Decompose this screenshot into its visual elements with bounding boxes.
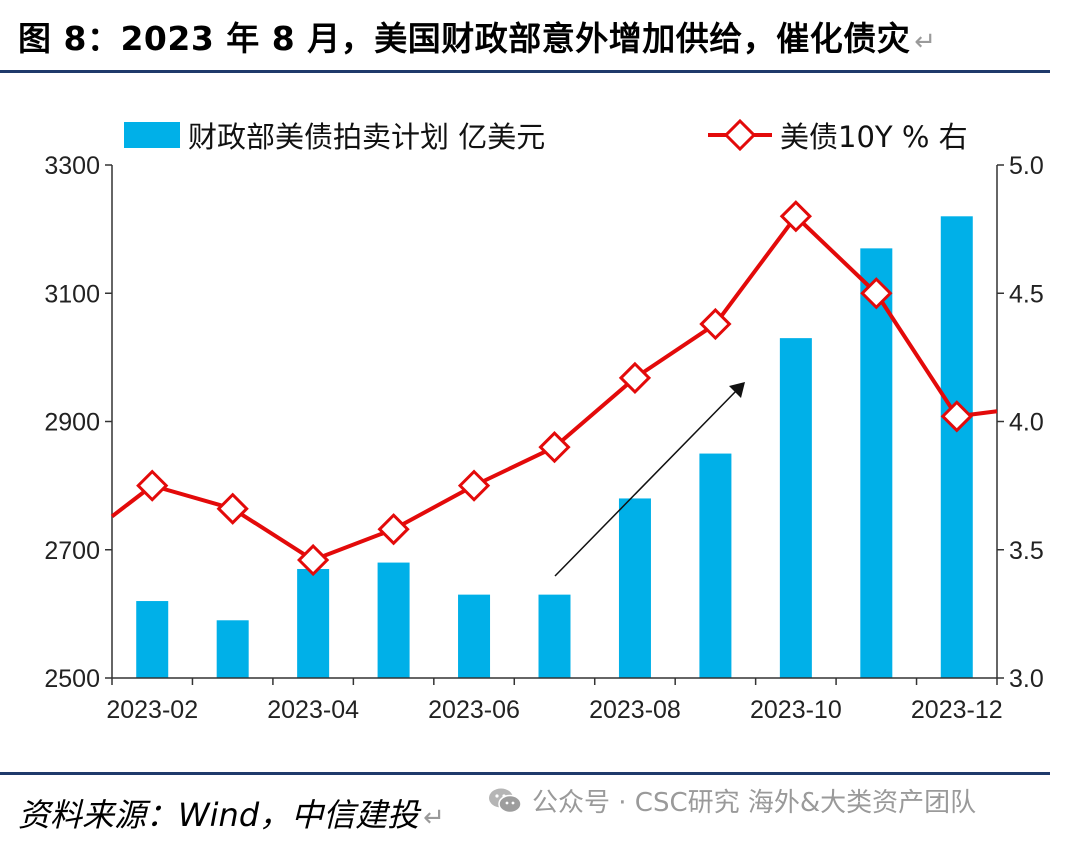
y-right-tick-label: 4.5 <box>1009 280 1044 308</box>
y-left-tick-label: 2700 <box>44 537 100 565</box>
legend-line-marker <box>723 118 757 152</box>
return-arrow-icon: ↵ <box>423 803 445 833</box>
figure-title-text: 图 8：2023 年 8 月，美国财政部意外增加供给，催化债灾 <box>18 19 911 58</box>
return-arrow-icon: ↵ <box>914 27 937 57</box>
line-marker <box>699 307 732 341</box>
line-marker <box>860 277 893 310</box>
bar <box>538 594 571 678</box>
x-tick-label: 2023-08 <box>589 696 681 724</box>
line-marker <box>538 431 571 464</box>
footer-divider <box>0 772 1050 775</box>
legend-bar-label: 财政部美债拍卖计划 亿美元 <box>188 120 545 154</box>
y-left-tick-label: 3100 <box>44 280 100 308</box>
y-left-tick-label: 2900 <box>44 409 100 437</box>
source-text: 资料来源：Wind，中信建投 <box>18 796 420 834</box>
bar <box>216 620 249 678</box>
y-right-tick-label: 4.0 <box>1009 409 1044 437</box>
bar <box>940 216 973 679</box>
x-tick-label: 2023-10 <box>750 696 842 724</box>
line-marker <box>457 469 491 502</box>
line-marker <box>297 543 330 577</box>
legend-bar-swatch <box>124 122 180 148</box>
wechat-icon <box>488 787 522 815</box>
bar <box>699 453 732 678</box>
bar <box>297 568 330 678</box>
x-tick-label: 2023-06 <box>428 696 520 724</box>
watermark-text: 公众号 · CSC研究 海外&大类资产团队 <box>532 788 977 818</box>
y-left-tick-label: 2500 <box>44 665 100 693</box>
bar <box>779 338 812 678</box>
watermark: 公众号 · CSC研究 海外&大类资产团队 <box>488 782 976 819</box>
x-tick-label: 2023-04 <box>267 696 359 724</box>
trend-arrow-line <box>554 388 739 577</box>
line-marker <box>779 200 812 233</box>
y-right-tick-label: 3.5 <box>1009 537 1044 565</box>
line-marker <box>216 492 249 525</box>
line-marker <box>136 469 169 502</box>
bar <box>458 594 491 678</box>
legend-line-label: 美债10Y % 右 <box>780 120 968 154</box>
x-tick-label: 2023-12 <box>911 696 1003 724</box>
line-marker <box>377 513 410 546</box>
bar <box>860 248 893 679</box>
bar <box>136 601 169 678</box>
bar-line-chart: 2500 2700 2900 3100 3300 3.0 3.5 4.0 4.5 5.0 2023-… <box>44 118 1044 724</box>
bar <box>377 562 410 678</box>
source-note: 资料来源：Wind，中信建投 ↵ <box>18 790 445 836</box>
title-divider <box>0 70 1050 73</box>
x-tick-label: 2023-02 <box>106 696 198 724</box>
y-left-tick-label: 3300 <box>44 152 100 180</box>
y-right-tick-label: 5.0 <box>1009 152 1044 180</box>
trend-arrow-head <box>729 382 745 398</box>
figure-title: 图 8：2023 年 8 月，美国财政部意外增加供给，催化债灾 ↵ <box>18 12 937 60</box>
line-marker <box>940 400 973 433</box>
y-right-tick-label: 3.0 <box>1009 665 1044 693</box>
line-marker <box>618 361 652 395</box>
bar <box>618 498 651 678</box>
